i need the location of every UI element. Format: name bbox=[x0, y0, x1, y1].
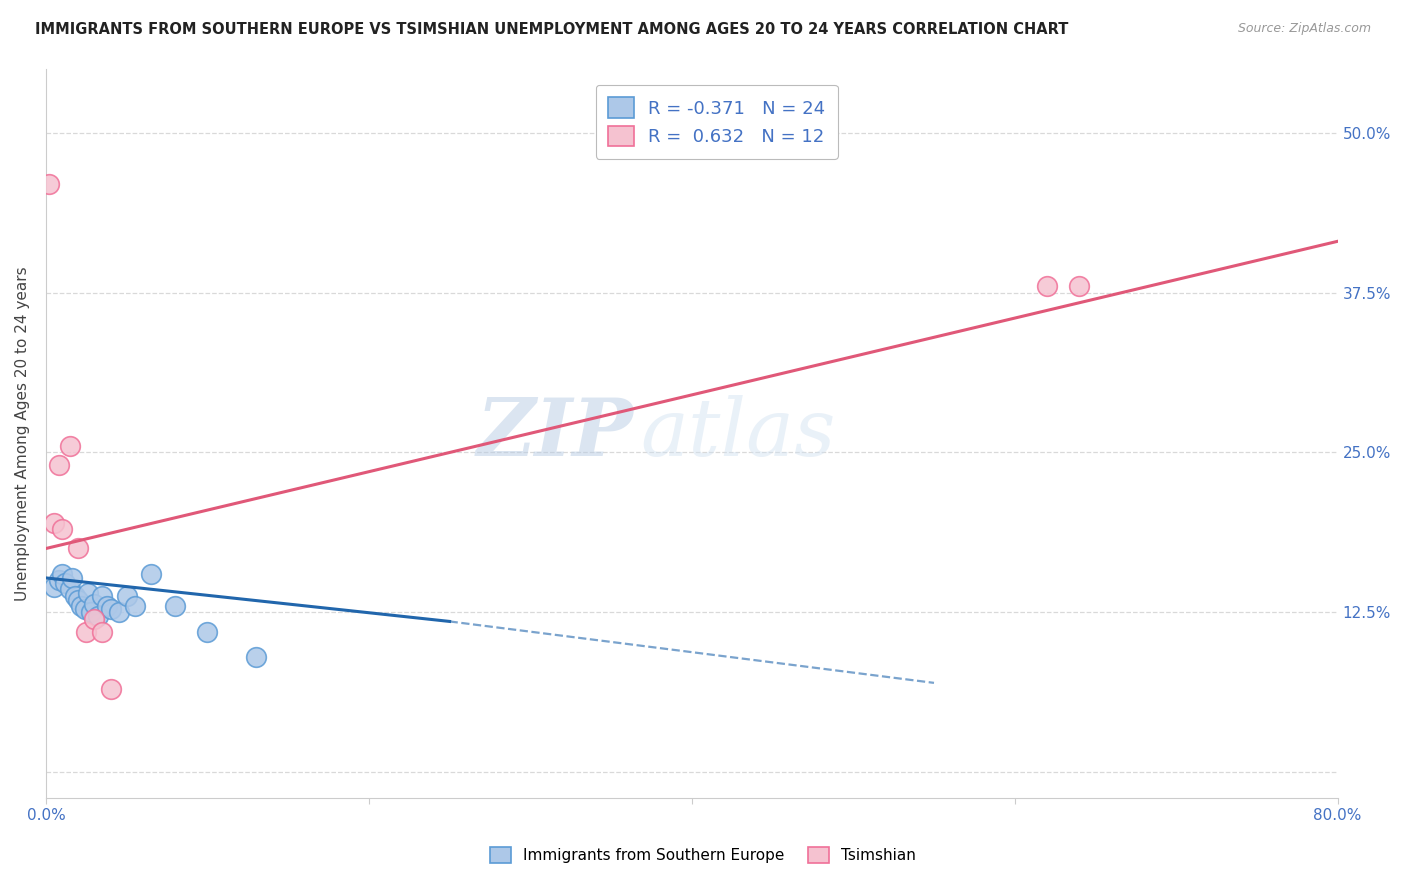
Point bbox=[38, 177, 60, 191]
Legend: R = -0.371   N = 24, R =  0.632   N = 12: R = -0.371 N = 24, R = 0.632 N = 12 bbox=[596, 85, 838, 159]
Point bbox=[165, 599, 187, 613]
Point bbox=[59, 582, 82, 597]
Point bbox=[60, 571, 83, 585]
Point bbox=[51, 522, 73, 536]
Point bbox=[73, 601, 96, 615]
Point bbox=[1036, 279, 1059, 293]
Point bbox=[1069, 279, 1091, 293]
Point bbox=[115, 589, 138, 603]
Legend: Immigrants from Southern Europe, Tsimshian: Immigrants from Southern Europe, Tsimshi… bbox=[482, 839, 924, 871]
Point bbox=[59, 439, 82, 453]
Point bbox=[91, 624, 114, 639]
Point bbox=[100, 682, 122, 697]
Point bbox=[53, 576, 76, 591]
Point bbox=[42, 516, 65, 530]
Point bbox=[100, 601, 122, 615]
Text: IMMIGRANTS FROM SOUTHERN EUROPE VS TSIMSHIAN UNEMPLOYMENT AMONG AGES 20 TO 24 YE: IMMIGRANTS FROM SOUTHERN EUROPE VS TSIMS… bbox=[35, 22, 1069, 37]
Point bbox=[75, 624, 97, 639]
Point bbox=[67, 592, 90, 607]
Text: ZIP: ZIP bbox=[477, 394, 634, 472]
Point bbox=[91, 589, 114, 603]
Point bbox=[48, 574, 70, 588]
Point bbox=[83, 597, 105, 611]
Point bbox=[197, 624, 219, 639]
Text: Source: ZipAtlas.com: Source: ZipAtlas.com bbox=[1237, 22, 1371, 36]
Text: atlas: atlas bbox=[640, 394, 835, 472]
Point bbox=[48, 458, 70, 473]
Point bbox=[42, 580, 65, 594]
Point bbox=[245, 650, 267, 665]
Point bbox=[83, 612, 105, 626]
Point bbox=[124, 599, 146, 613]
Point bbox=[80, 606, 103, 620]
Point bbox=[86, 609, 108, 624]
Point bbox=[107, 606, 129, 620]
Point bbox=[70, 599, 93, 613]
Y-axis label: Unemployment Among Ages 20 to 24 years: Unemployment Among Ages 20 to 24 years bbox=[15, 266, 30, 600]
Point bbox=[96, 599, 118, 613]
Point bbox=[77, 586, 100, 600]
Point bbox=[63, 589, 86, 603]
Point bbox=[51, 567, 73, 582]
Point bbox=[139, 567, 162, 582]
Point bbox=[67, 541, 90, 556]
